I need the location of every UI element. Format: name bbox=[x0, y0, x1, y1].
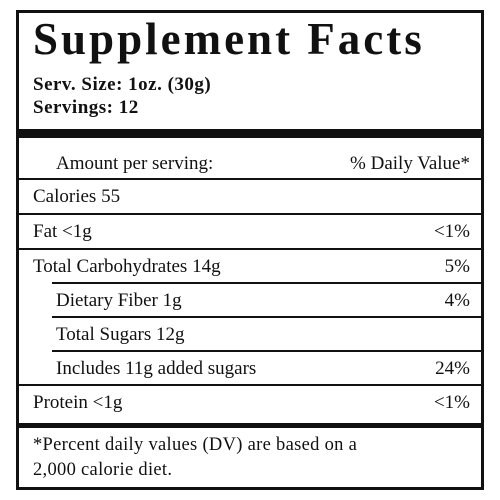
header-row: Amount per serving: % Daily Value* bbox=[19, 147, 481, 179]
divider bbox=[52, 316, 481, 318]
serving-size: Serv. Size: 1oz. (30g) bbox=[33, 74, 212, 95]
panel-title: Supplement Facts bbox=[33, 14, 425, 64]
nutrient-row-protein: Protein <1g <1% bbox=[19, 386, 481, 418]
nutrient-name: Fat <1g bbox=[33, 221, 92, 242]
footnote: *Percent daily values (DV) are based on … bbox=[33, 433, 357, 483]
divider bbox=[52, 282, 481, 284]
nutrient-name: Protein <1g bbox=[33, 392, 123, 413]
footnote-line: 2,000 calorie diet. bbox=[33, 460, 173, 480]
nutrient-name: Includes 11g added sugars bbox=[56, 358, 257, 379]
daily-value-label: % Daily Value* bbox=[350, 153, 470, 174]
footnote-line: *Percent daily values (DV) are based on … bbox=[33, 435, 358, 455]
nutrient-name: Calories 55 bbox=[33, 186, 121, 207]
thick-divider bbox=[19, 129, 481, 138]
nutrient-name: Dietary Fiber 1g bbox=[56, 290, 182, 311]
divider bbox=[19, 248, 481, 250]
divider bbox=[52, 350, 481, 352]
amount-per-serving-label: Amount per serving: bbox=[56, 153, 214, 174]
divider bbox=[19, 213, 481, 215]
nutrient-row-added-sugars: Includes 11g added sugars 24% bbox=[19, 352, 481, 384]
divider bbox=[19, 178, 481, 180]
divider bbox=[19, 384, 481, 386]
servings-per-container: Servings: 12 bbox=[33, 97, 139, 118]
nutrient-dv: 24% bbox=[435, 358, 470, 379]
nutrient-row-total-sugars: Total Sugars 12g bbox=[19, 318, 481, 350]
nutrient-name: Total Carbohydrates 14g bbox=[33, 256, 221, 277]
nutrient-dv: 5% bbox=[444, 256, 470, 277]
nutrient-row-fat: Fat <1g <1% bbox=[19, 215, 481, 247]
nutrient-row-dietary-fiber: Dietary Fiber 1g 4% bbox=[19, 284, 481, 316]
nutrient-name: Total Sugars 12g bbox=[56, 324, 185, 345]
nutrient-row-carbohydrates: Total Carbohydrates 14g 5% bbox=[19, 250, 481, 282]
nutrient-row-calories: Calories 55 bbox=[19, 180, 481, 212]
nutrient-dv: <1% bbox=[433, 221, 470, 242]
nutrient-dv: 4% bbox=[444, 290, 470, 311]
supplement-facts-panel: Supplement Facts Serv. Size: 1oz. (30g) … bbox=[16, 10, 484, 490]
nutrient-dv: <1% bbox=[433, 392, 470, 413]
thick-divider-bottom bbox=[19, 423, 481, 428]
